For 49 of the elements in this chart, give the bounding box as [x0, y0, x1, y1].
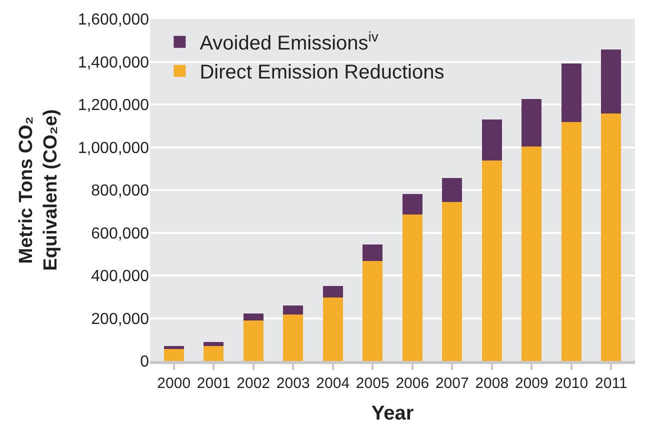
bar [442, 202, 462, 361]
x-tick-label: 2003 [276, 375, 310, 392]
bar [482, 160, 502, 361]
x-tick-label: 2000 [157, 375, 191, 392]
y-tick-label: 600,000 [91, 225, 150, 242]
legend-label: Avoided Emissions$^{iv}$ [200, 28, 378, 55]
bar [283, 314, 304, 361]
bar [561, 122, 582, 361]
bar [601, 50, 622, 114]
x-tick-label: 2004 [316, 375, 350, 392]
bar [283, 305, 304, 314]
bar [164, 348, 184, 361]
x-tick-label: 2002 [236, 375, 270, 392]
bar [522, 146, 542, 361]
bar [322, 286, 343, 298]
bar [362, 260, 383, 361]
bar [322, 297, 343, 361]
y-tick-label: 1,400,000 [78, 54, 150, 72]
bar [402, 214, 422, 361]
y-tick-label: 800,000 [91, 182, 150, 200]
y-tick-label: 200,000 [91, 310, 150, 328]
x-tick-label: 2006 [396, 375, 430, 392]
bar [204, 342, 224, 346]
bar [402, 194, 422, 214]
y-tick-label: 400,000 [91, 268, 150, 286]
x-tick-label: 2001 [196, 375, 230, 392]
bar [482, 119, 502, 161]
x-tick-label: 2010 [554, 375, 588, 392]
bar [243, 320, 264, 361]
y-axis-title: Metric Tons CO₂ Equivalent (CO₂e) [16, 109, 62, 271]
x-tick-label: 2009 [514, 375, 548, 392]
x-axis-title: Year [371, 402, 414, 424]
bar [204, 346, 224, 361]
y-tick-label: 0 [140, 354, 150, 371]
bar [362, 244, 383, 261]
bar [601, 113, 622, 361]
bar [164, 346, 184, 349]
x-tick-label: 2011 [595, 375, 628, 392]
legend-label: Direct Emission Reductions [200, 62, 444, 84]
x-tick-label: 2008 [475, 375, 509, 392]
bar [243, 314, 264, 321]
y-tick-label: 1,600,000 [78, 12, 150, 29]
x-tick-label: 2007 [435, 375, 469, 392]
bar [442, 178, 462, 202]
bar [561, 64, 582, 122]
y-tick-label: 1,000,000 [78, 140, 150, 157]
y-tick-label: 1,200,000 [78, 97, 150, 114]
x-tick-label: 2005 [356, 375, 390, 392]
bar [522, 98, 542, 147]
